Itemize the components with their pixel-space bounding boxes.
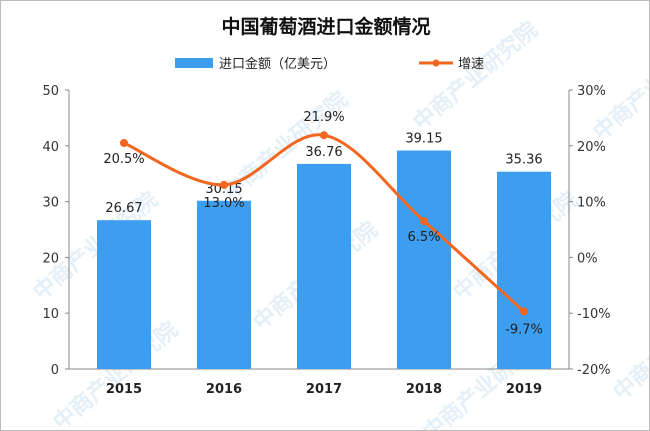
bar-value-label: 39.15 [405, 132, 442, 147]
left-tick-label: 30 [42, 196, 59, 211]
growth-value-label: 6.5% [407, 230, 440, 245]
x-tick-label: 2016 [206, 382, 242, 397]
bar-value-label: 35.36 [505, 153, 542, 168]
right-tick-label: 30% [577, 84, 606, 99]
growth-value-label: -9.7% [505, 323, 543, 338]
left-tick-label: 50 [42, 84, 59, 99]
growth-point-2015 [120, 139, 128, 148]
x-tick-label: 2015 [106, 382, 142, 397]
right-tick-label: 0% [577, 251, 598, 266]
x-tick-label: 2017 [306, 382, 342, 397]
right-tick-label: -20% [577, 363, 611, 378]
x-tick-label: 2018 [406, 382, 442, 397]
left-tick-label: 20 [42, 251, 59, 266]
growth-point-2018 [420, 217, 428, 226]
left-tick-label: 10 [42, 307, 59, 322]
growth-value-label: 20.5% [103, 152, 144, 167]
bar-value-label: 36.76 [305, 145, 342, 160]
legend-bar-label: 进口金额（亿美元） [219, 56, 336, 72]
x-tick-label: 2019 [506, 382, 542, 397]
bar-2018 [397, 150, 451, 369]
legend-bar-swatch [175, 58, 213, 68]
bar-2015 [97, 220, 151, 369]
legend-line-label: 增速 [458, 57, 484, 72]
left-tick-label: 40 [42, 140, 59, 155]
watermark-text: 中商产业研究院 [608, 287, 650, 406]
growth-point-2017 [320, 131, 328, 140]
growth-point-2019 [520, 307, 528, 316]
right-tick-label: 20% [577, 140, 606, 155]
bar-2017 [297, 163, 351, 369]
chart-title: 中国葡萄酒进口金额情况 [221, 15, 430, 38]
growth-value-label: 13.0% [203, 196, 244, 211]
left-tick-label: 0 [51, 363, 59, 378]
plot-area: 0 10 20 30 40 50 -20% -10% 0% 10% 20% 30% 26.67 2015 3… [42, 84, 610, 397]
growth-point-2016 [220, 180, 228, 189]
bar-value-label: 26.67 [105, 201, 142, 216]
right-tick-label: 10% [577, 196, 606, 211]
growth-value-label: 21.9% [303, 110, 344, 125]
bar-2019 [497, 171, 551, 369]
bar-2016 [197, 200, 251, 369]
right-tick-label: -10% [577, 307, 611, 322]
legend-line-marker [432, 59, 440, 67]
